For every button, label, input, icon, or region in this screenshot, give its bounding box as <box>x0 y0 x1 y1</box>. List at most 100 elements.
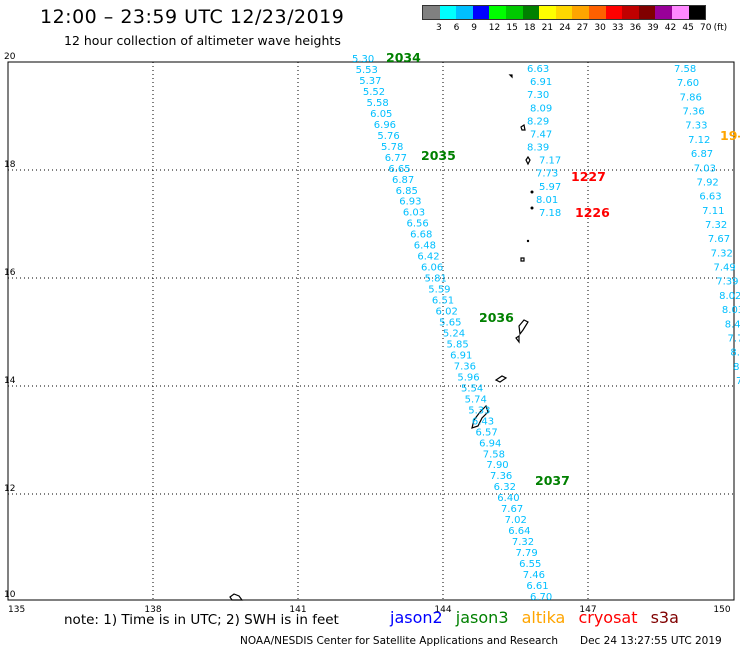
legend-swatch <box>423 6 440 19</box>
legend-swatch <box>688 6 706 19</box>
legend-tick: 39 <box>647 23 659 33</box>
wave-height-label: 7.32 <box>705 220 727 231</box>
wave-height-label: 6.91 <box>530 77 552 88</box>
longitude-tick: 138 <box>144 605 161 615</box>
wave-height-label: 7.33 <box>685 121 707 132</box>
legend-tick: 9 <box>471 23 477 33</box>
wave-height-label: 6.85 <box>396 186 418 197</box>
wave-height-label: 7.12 <box>688 135 710 146</box>
wave-height-label: 6.57 <box>476 427 498 438</box>
wave-height-label: 6.40 <box>497 493 519 504</box>
wave-height-label: 8.09 <box>530 103 552 114</box>
track-id: 1227 <box>571 169 606 184</box>
wave-height-label: 8. <box>733 362 740 373</box>
latitude-tick: 12 <box>4 484 15 494</box>
island-saipan <box>518 319 529 336</box>
legend-swatch <box>555 6 573 19</box>
island-rota <box>494 375 508 383</box>
track-id: 2037 <box>535 473 570 488</box>
legend-swatch <box>638 6 656 19</box>
track-id: 2036 <box>479 310 514 325</box>
sat-altika: altika <box>521 608 566 627</box>
track-id: 1226 <box>575 205 610 220</box>
wave-height-label: 5.59 <box>428 285 450 296</box>
track-id: 2035 <box>421 148 456 163</box>
wave-height-label: 7.47 <box>530 129 552 140</box>
wave-height-label: 5.24 <box>443 328 465 339</box>
wave-height-label: 5.52 <box>363 87 385 98</box>
legend-swatch <box>588 6 606 19</box>
legend-tick: 45 <box>682 23 694 33</box>
wave-height-label: 8.39 <box>527 143 549 154</box>
wave-height-label: 7.58 <box>483 449 505 460</box>
wave-height-label: 7. <box>736 376 740 387</box>
longitude-tick: 141 <box>289 605 306 615</box>
legend-tick: 24 <box>559 23 571 33</box>
legend-tick: 33 <box>612 23 624 33</box>
wave-height-label: 7.60 <box>677 78 699 89</box>
track-id-labels: 2034 2035 2036 2037 1227 1226 19- <box>386 50 740 488</box>
wave-height-label: 6.43 <box>472 416 494 427</box>
legend-tick: 27 <box>576 23 589 33</box>
legend-swatch <box>539 6 556 19</box>
wave-height-label: 7.36 <box>490 471 512 482</box>
wave-height-label: 7.79 <box>515 548 537 559</box>
wave-height-label: 6.91 <box>450 350 472 361</box>
island-dot <box>530 190 534 194</box>
altimeter-tracks: 5.305.535.375.525.586.056.965.765.786.77… <box>352 54 740 603</box>
wave-height-label: 7.32 <box>711 248 733 259</box>
footer-timestamp: Dec 24 13:27:55 UTC 2019 <box>580 635 722 647</box>
legend-swatch <box>655 6 672 19</box>
wave-height-label: 6.51 <box>432 296 454 307</box>
wave-height-label: 5.78 <box>381 142 403 153</box>
wave-height-label: 7.73 <box>536 169 558 180</box>
wave-height-label: 8.03 <box>722 305 740 316</box>
note-text: note: 1) Time is in UTC; 2) SWH is in fe… <box>64 612 339 628</box>
island-tinian <box>515 334 520 344</box>
track-id: 19- <box>720 128 740 143</box>
island-farallon <box>508 74 513 79</box>
wave-height-label: 7.67 <box>501 504 523 515</box>
legend-swatch <box>489 6 506 19</box>
grid-lines <box>8 62 734 600</box>
legend-swatch <box>505 6 523 19</box>
wave-height-label: 6.03 <box>403 208 425 219</box>
wave-height-label: 7.90 <box>486 460 508 471</box>
map-subtitle: 12 hour collection of altimeter wave hei… <box>64 33 341 48</box>
wave-height-label: 5.74 <box>465 394 487 405</box>
wave-height-label: 6.42 <box>417 252 439 263</box>
wave-height-label: 6.06 <box>421 263 443 274</box>
wave-height-label: 7.86 <box>680 92 702 103</box>
wave-height-label: 6.32 <box>494 482 516 493</box>
wave-height-label: 5.33 <box>468 405 490 416</box>
sat-jason3: jason3 <box>455 608 509 627</box>
wave-height-label: 7.03 <box>694 163 716 174</box>
satellite-legend: jason2 jason3 altika cryosat s3a <box>390 608 687 627</box>
wave-height-label: 6.02 <box>436 307 458 318</box>
wave-height-label: 6.96 <box>374 120 396 131</box>
wave-height-label: 5.54 <box>461 383 483 394</box>
sat-s3a: s3a <box>650 608 679 627</box>
wave-height-label: 6.93 <box>399 197 421 208</box>
wave-height-label: 7.39 <box>716 277 738 288</box>
longitude-tick: 147 <box>579 605 596 615</box>
legend-swatch <box>456 6 473 19</box>
wave-height-label: 7.7 <box>728 333 740 344</box>
wave-height-label: 5.96 <box>457 372 479 383</box>
wave-height-label: 8.29 <box>527 116 549 127</box>
wave-height-label: 7.36 <box>454 361 476 372</box>
wave-height-label: 5.76 <box>377 131 399 142</box>
wave-height-label: 6.55 <box>519 559 541 570</box>
island-dot <box>530 206 534 210</box>
legend-tick: 3 <box>436 23 442 33</box>
wave-height-label: 6.87 <box>392 175 414 186</box>
latitude-tick: 10 <box>4 590 16 600</box>
island-southwest <box>229 593 244 601</box>
wave-height-label: 7.67 <box>708 234 730 245</box>
wave-height-label: 6.70 <box>530 592 552 603</box>
wave-height-label: 6.87 <box>691 149 713 160</box>
wave-height-label: 6.63 <box>699 192 721 203</box>
wave-height-label: 8. <box>730 348 740 359</box>
track-id: 2034 <box>386 50 421 65</box>
